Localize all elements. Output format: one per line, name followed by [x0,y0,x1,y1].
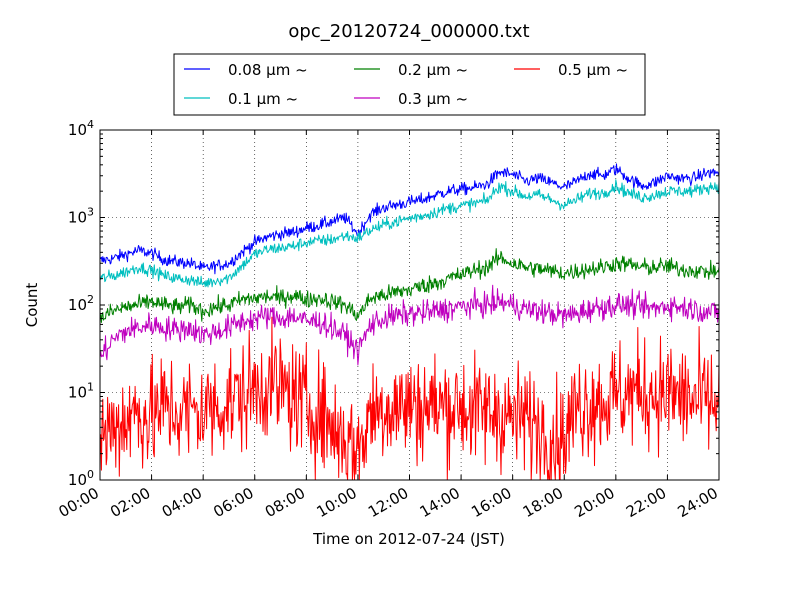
series-line-3 [99,284,720,366]
legend-label: 0.3 μm ~ [398,90,468,108]
x-axis-label: Time on 2012-07-24 (JST) [312,530,505,548]
y-tick-label: 104 [68,118,94,139]
legend-item-3: 0.3 μm ~ [354,90,468,108]
y-tick-label: 100 [68,468,94,489]
chart-title: opc_20120724_000000.txt [288,21,529,42]
legend-item-4: 0.5 μm ~ [514,61,628,79]
y-tick-label: 102 [68,293,94,314]
series-line-4 [99,316,720,481]
series-line-1 [99,179,720,288]
series-line-2 [99,248,720,323]
legend: 0.08 μm ~ 0.1 μm ~ 0.2 μm ~ 0.3 μm ~ 0.5 μm … [173,53,646,116]
y-tick-label: 103 [68,206,94,227]
series-line-0 [99,163,720,275]
legend-box [173,53,646,116]
legend-item-1: 0.1 μm ~ [184,90,298,108]
legend-items: 0.08 μm ~ 0.1 μm ~ 0.2 μm ~ 0.3 μm ~ 0.5 μm … [184,61,628,108]
y-tick-label: 101 [68,381,94,402]
legend-label: 0.08 μm ~ [228,61,308,79]
legend-label: 0.2 μm ~ [398,61,468,79]
y-axis-label: Count [23,283,41,328]
legend-item-0: 0.08 μm ~ [184,61,308,79]
legend-label: 0.5 μm ~ [558,61,628,79]
legend-label: 0.1 μm ~ [228,90,298,108]
plot-series [99,163,720,481]
legend-item-2: 0.2 μm ~ [354,61,468,79]
